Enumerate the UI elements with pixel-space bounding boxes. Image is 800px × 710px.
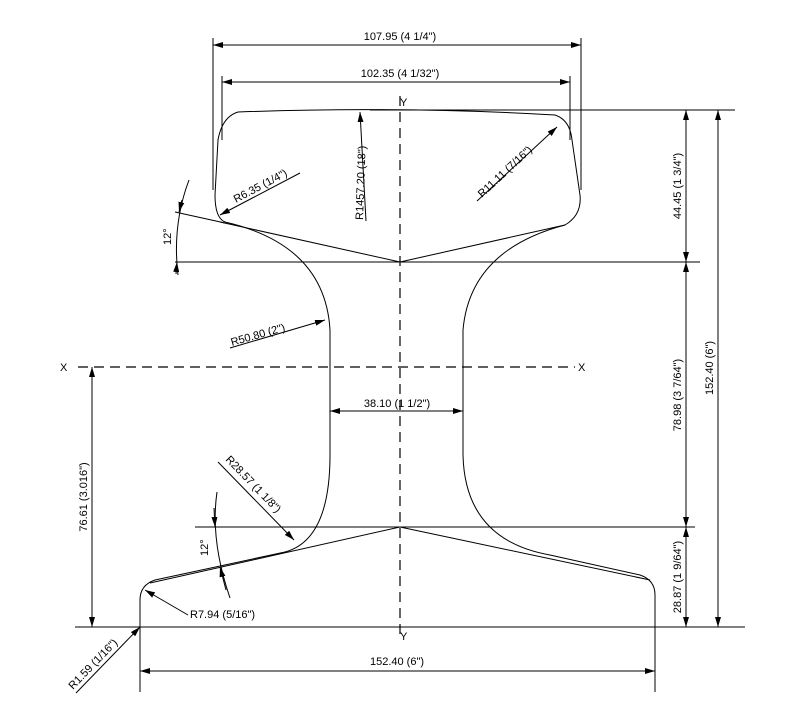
web-upper-radius: R50.80 (2") [230, 322, 287, 349]
web-thickness-label: 38.10 (1 1/2") [364, 398, 430, 410]
head-width-inner-label: 102.35 (4 1/32") [361, 68, 440, 80]
y-axis-label-top: Y [400, 97, 408, 109]
base-height-label: 28.87 (1 9/64") [672, 541, 684, 613]
web-height-label: 78.98 (3 7/64") [672, 359, 684, 431]
y-axis-label-bottom: Y [400, 631, 408, 643]
base-top-corner-radius: R7.94 (5/16") [190, 609, 255, 621]
head-width-outer-label: 107.95 (4 1/4") [364, 31, 436, 43]
head-top-radius: R1457.20 (18") [354, 145, 369, 220]
base-width-label: 152.40 (6") [370, 656, 424, 668]
head-corner-right-radius: R11.11 (7/16") [476, 144, 535, 200]
head-height-label: 44.45 (1 3/4") [672, 153, 684, 219]
base-angle-label: 12° [199, 539, 211, 556]
total-height-label: 152.40 (6") [704, 341, 716, 395]
head-angle-arc [175, 179, 190, 276]
x-axis-label-right: X [578, 362, 586, 374]
x-axis-label-left: X [60, 362, 68, 374]
neutral-axis-label: 76.61 (3.016") [78, 462, 90, 531]
dim-head-width-outer [212, 38, 582, 190]
rail-outline [139, 109, 656, 628]
base-edge-radius: R1.59 (1/16") [67, 637, 121, 692]
base-angle-arc [214, 491, 231, 599]
head-angle-label: 12° [162, 228, 174, 245]
web-lower-radius: R28.57 (1 1/8") [223, 454, 283, 516]
reference-lines [75, 96, 745, 636]
head-corner-left-radius: R6.35 (1/4") [232, 167, 290, 205]
dim-head-width-inner [221, 76, 571, 140]
